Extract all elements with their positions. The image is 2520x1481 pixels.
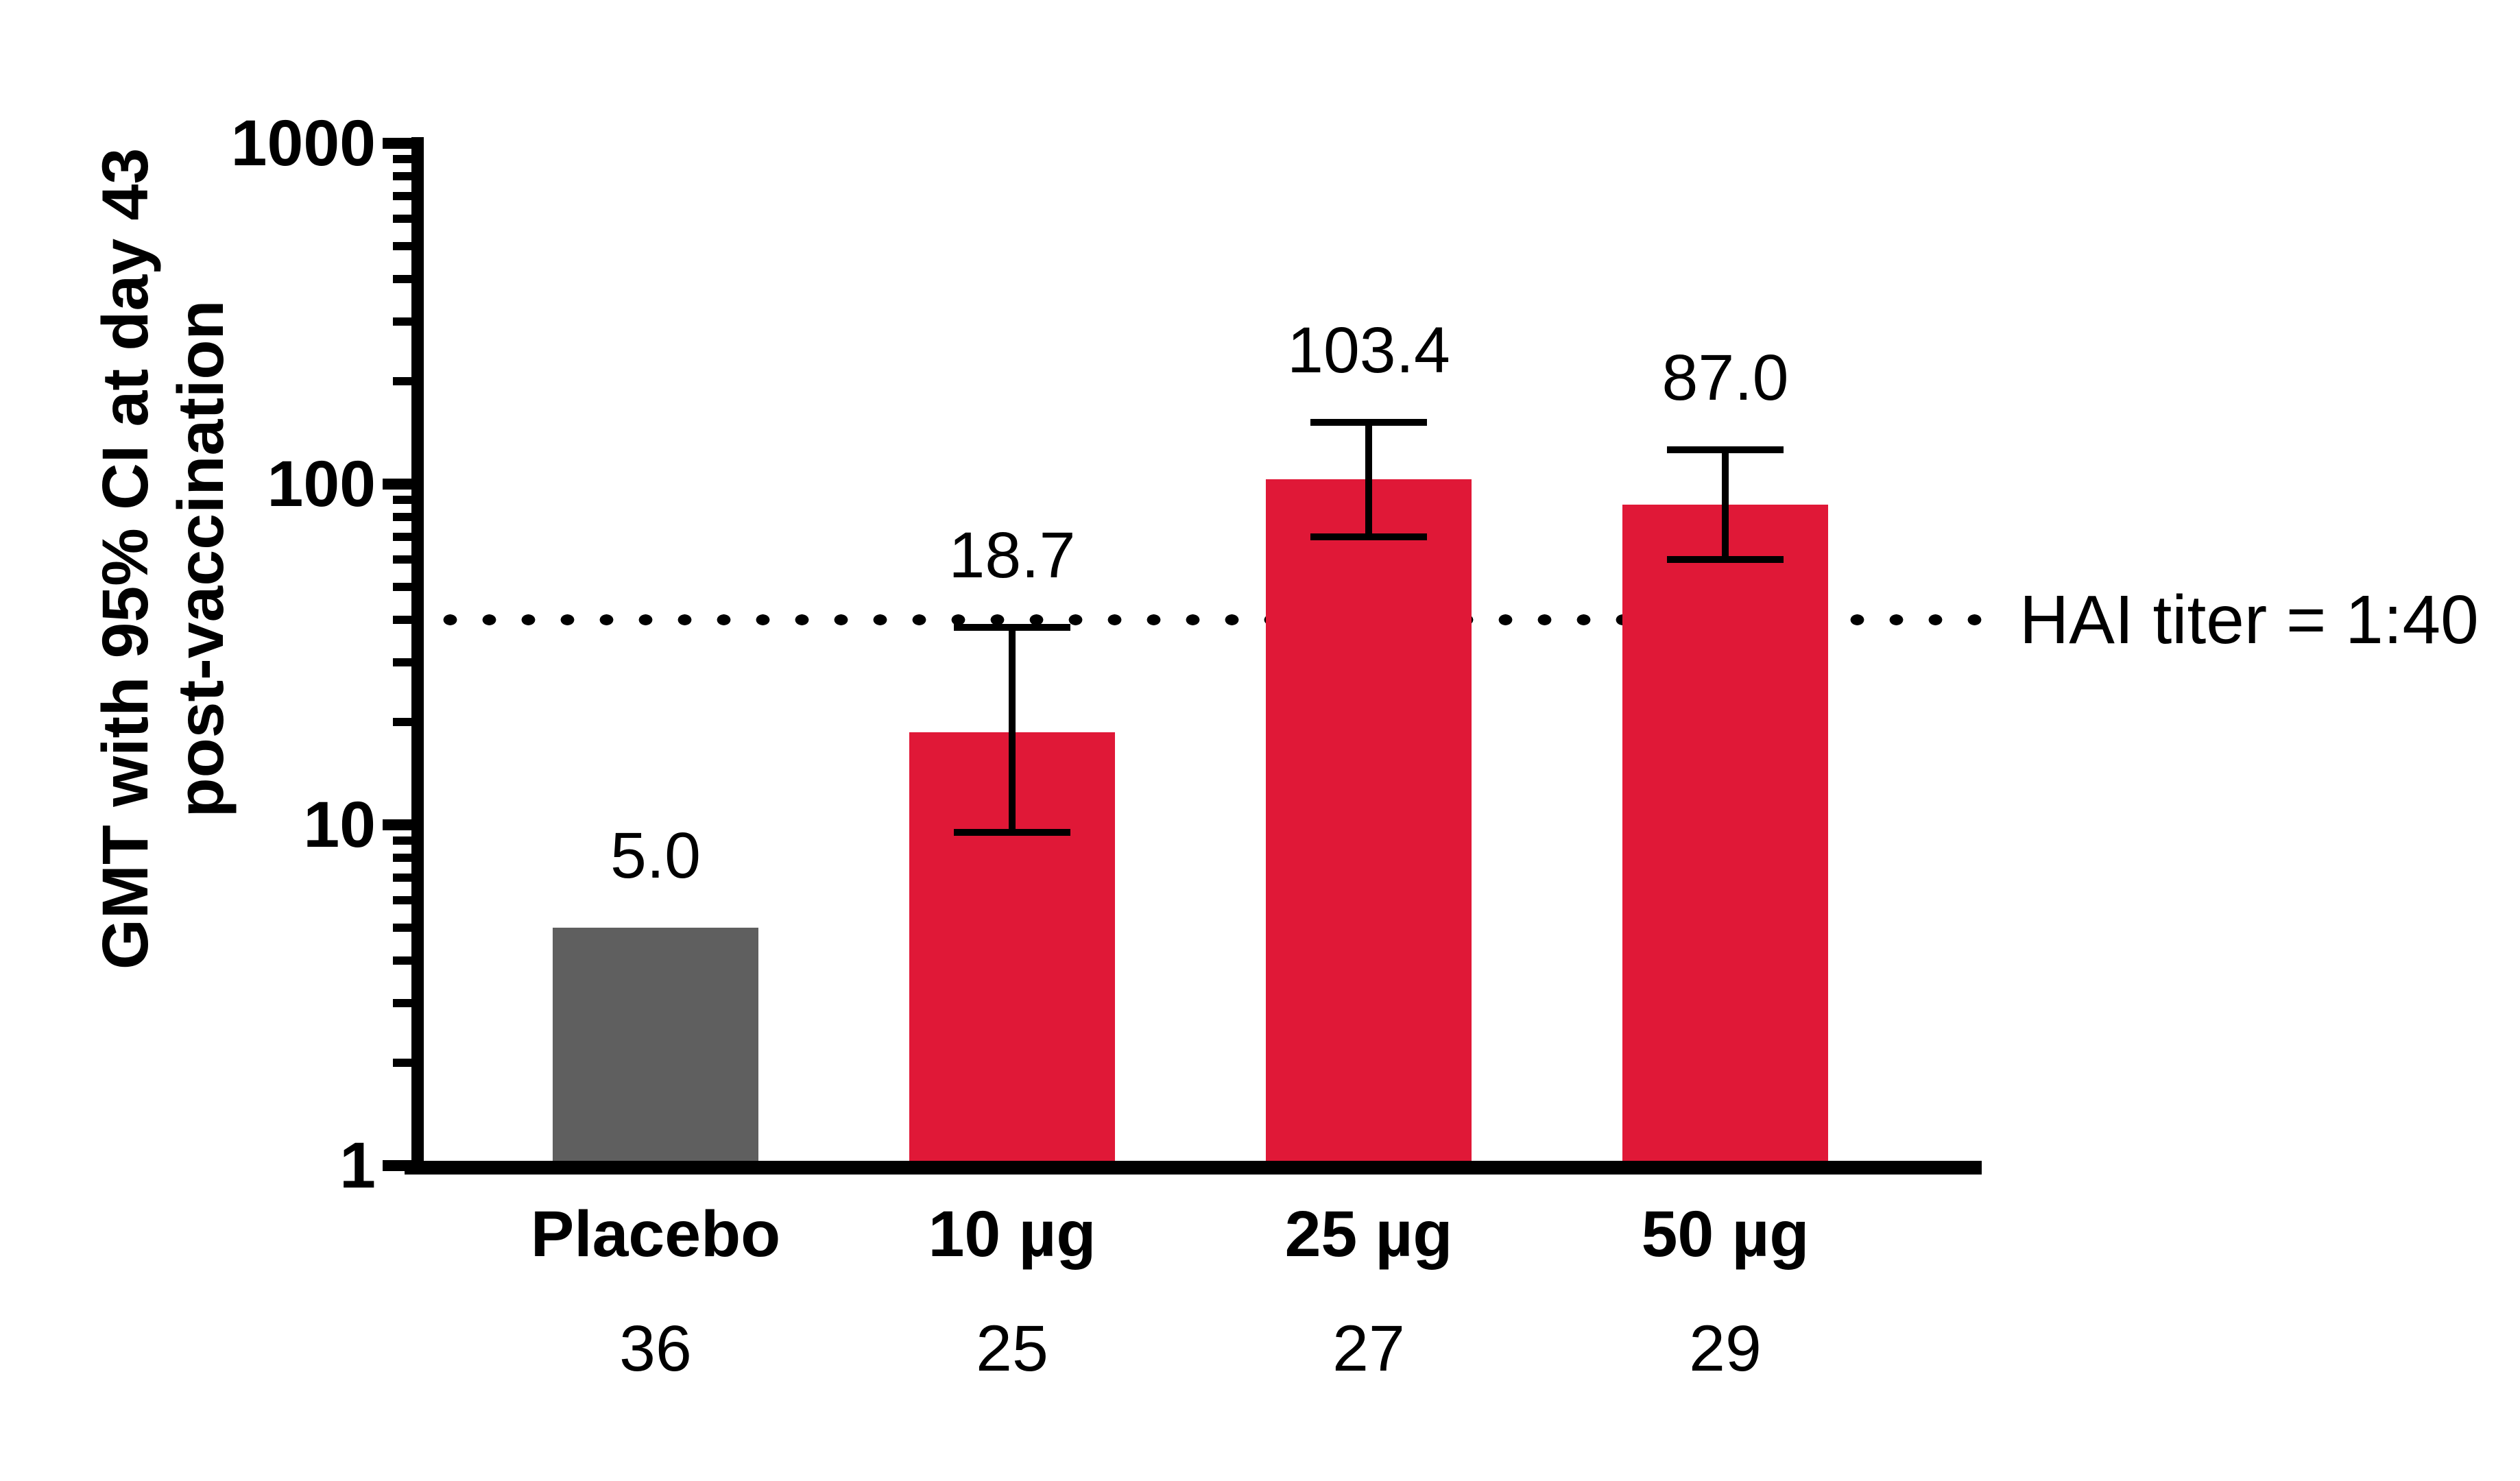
y-axis-minor-tick	[393, 495, 411, 504]
error-bar-stem	[1009, 627, 1016, 833]
y-axis-minor-tick	[393, 154, 411, 163]
y-axis-major-tick	[383, 1160, 411, 1171]
y-axis-minor-tick	[393, 274, 411, 283]
bar-25-g	[1266, 479, 1472, 1161]
bar-category-label: 10 µg	[928, 1198, 1096, 1271]
y-axis-major-tick	[383, 479, 411, 490]
y-axis-title-line1: GMT with 95% CI at day 43	[88, 147, 162, 970]
bar-category-label: Placebo	[530, 1198, 781, 1271]
y-axis-minor-tick	[393, 191, 411, 200]
reference-line-label: HAI titer = 1:40	[2019, 581, 2479, 658]
y-axis-major-tick	[383, 138, 411, 149]
y-axis-minor-tick	[393, 555, 411, 564]
y-axis-minor-tick	[393, 532, 411, 541]
bar-count-label: 29	[1689, 1312, 1762, 1385]
y-axis-minor-tick	[393, 582, 411, 591]
y-axis-minor-tick	[393, 317, 411, 326]
error-bar-stem	[1722, 450, 1729, 560]
reference-dotted-line	[431, 612, 1997, 627]
y-axis-minor-tick	[393, 241, 411, 250]
y-axis-minor-tick	[393, 215, 411, 224]
y-axis-minor-tick	[393, 854, 411, 863]
error-bar-cap-bottom	[954, 829, 1070, 836]
bar-placebo	[553, 927, 758, 1161]
bar-value-label: 18.7	[948, 518, 1076, 592]
y-axis-minor-tick	[393, 377, 411, 386]
error-bar-stem	[1365, 422, 1372, 537]
y-axis-minor-tick	[393, 615, 411, 624]
bar-count-label: 27	[1332, 1312, 1405, 1385]
bar-value-label: 87.0	[1661, 341, 1789, 415]
bar-value-label: 103.4	[1287, 313, 1450, 387]
y-axis-line	[411, 137, 424, 1175]
error-bar-cap-bottom	[1310, 533, 1427, 540]
bar-count-label: 25	[976, 1312, 1048, 1385]
y-axis-minor-tick	[393, 658, 411, 666]
error-bar-cap-top	[954, 623, 1070, 631]
error-bar-cap-top	[1310, 418, 1427, 426]
y-tick-label: 1	[339, 1129, 376, 1202]
x-axis-line	[405, 1161, 1982, 1175]
bar-50-g	[1622, 505, 1828, 1161]
y-axis-minor-tick	[393, 998, 411, 1007]
y-axis-minor-tick	[393, 172, 411, 181]
bar-count-label: 36	[619, 1312, 692, 1385]
y-tick-label: 100	[267, 448, 376, 520]
y-axis-minor-tick	[393, 923, 411, 932]
y-axis-minor-tick	[393, 718, 411, 727]
y-axis-minor-tick	[393, 956, 411, 965]
bar-value-label: 5.0	[610, 819, 701, 892]
y-tick-label: 1000	[230, 107, 376, 180]
y-axis-minor-tick	[393, 1059, 411, 1068]
y-axis-minor-tick	[393, 513, 411, 522]
bar-category-label: 25 µg	[1284, 1198, 1453, 1271]
y-axis-major-tick	[383, 819, 411, 830]
error-bar-cap-bottom	[1667, 556, 1784, 564]
y-tick-label: 10	[303, 788, 376, 861]
y-axis-minor-tick	[393, 873, 411, 882]
error-bar-cap-top	[1667, 446, 1784, 454]
bar-category-label: 50 µg	[1641, 1198, 1810, 1271]
y-axis-minor-tick	[393, 896, 411, 905]
y-axis-minor-tick	[393, 836, 411, 845]
